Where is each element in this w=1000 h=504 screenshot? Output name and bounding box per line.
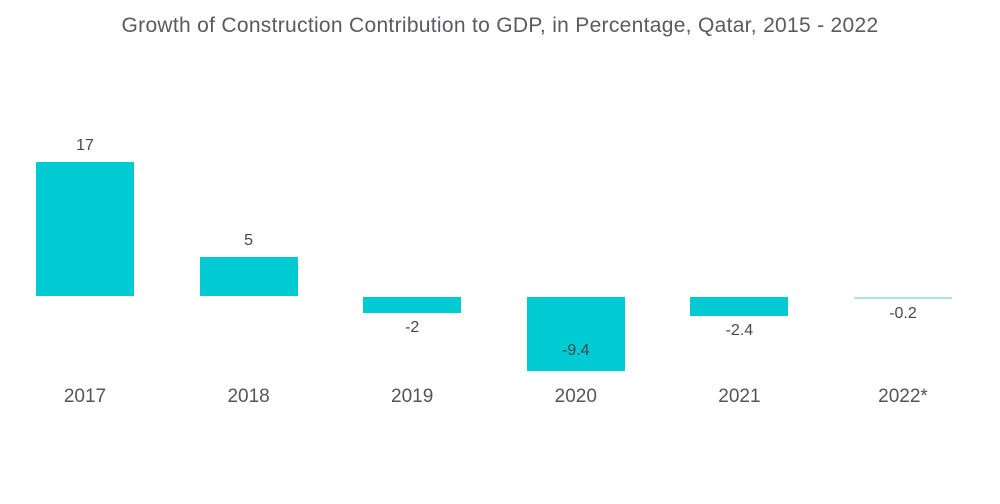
bar-2018 (199, 257, 298, 296)
chart-title: Growth of Construction Contribution to G… (121, 14, 879, 37)
bar-2019 (363, 297, 462, 313)
x-axis-label-2020: 2020 (554, 386, 597, 407)
bar-value-label-2020: -9.4 (562, 342, 590, 359)
bar-2020 (526, 297, 625, 371)
x-axis-label-2022: 2022* (878, 386, 928, 407)
bar-value-label-2019: -2 (405, 319, 420, 336)
x-axis-label-2018: 2018 (227, 386, 270, 407)
bar-value-label-2022: -0.2 (889, 305, 917, 322)
x-axis-label-2019: 2019 (391, 386, 434, 407)
bar-value-label-2017: 17 (76, 137, 94, 154)
bar-2022 (854, 297, 952, 299)
bar-2021 (690, 297, 789, 316)
x-axis-label-2017: 2017 (63, 386, 107, 407)
bar-2017 (36, 162, 134, 296)
bar-value-label-2021: -2.4 (725, 322, 754, 339)
bar-value-label-2018: 5 (244, 232, 254, 249)
x-axis-label-2021: 2021 (718, 386, 761, 407)
